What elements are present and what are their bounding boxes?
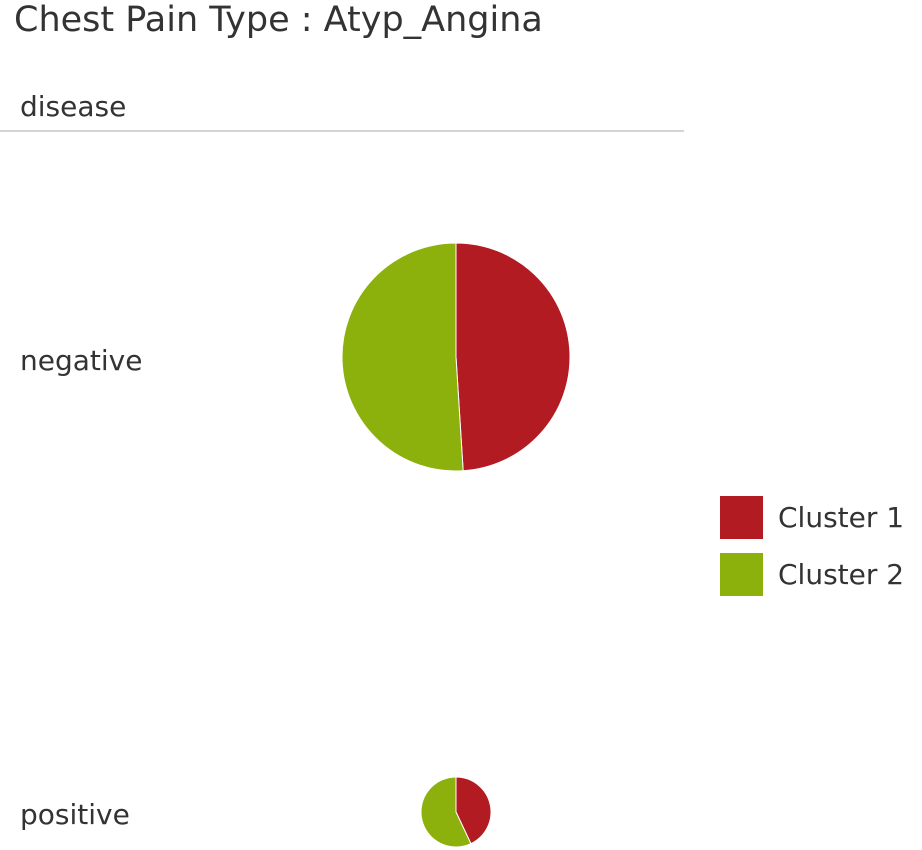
pie-slice-negative-cluster-2[interactable] [341, 242, 464, 472]
chart-title: Chest Pain Type : Atyp_Angina [14, 0, 543, 40]
header-divider [0, 130, 684, 132]
row-header: disease [20, 90, 127, 123]
pie-negative [341, 242, 571, 472]
row-label-negative: negative [20, 344, 143, 377]
legend-swatch-cluster-1 [720, 496, 763, 539]
pie-slice-negative-cluster-1[interactable] [455, 242, 571, 472]
legend-label-cluster-1: Cluster 1 [778, 501, 905, 534]
pie-slice-positive-cluster-2[interactable] [420, 776, 472, 848]
pie-positive [420, 776, 492, 848]
legend-swatch-cluster-2 [720, 553, 763, 596]
legend-label-cluster-2: Cluster 2 [778, 558, 905, 591]
row-label-positive: positive [20, 798, 130, 831]
pie-slice-positive-cluster-1[interactable] [455, 776, 492, 845]
